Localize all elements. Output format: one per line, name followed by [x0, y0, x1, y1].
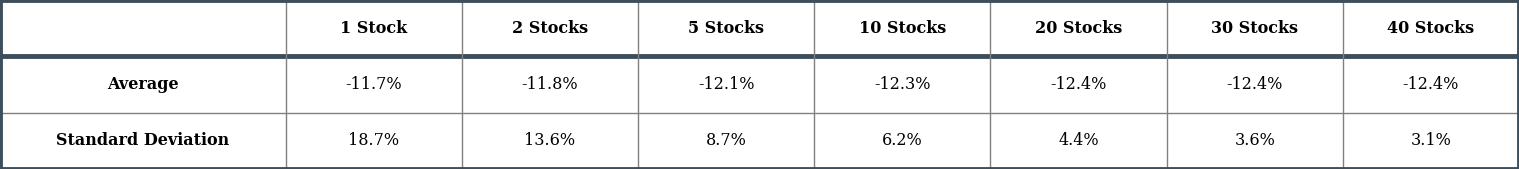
Text: 8.7%: 8.7%: [706, 132, 746, 149]
Text: -12.1%: -12.1%: [697, 76, 755, 93]
Text: 20 Stocks: 20 Stocks: [1034, 20, 1123, 37]
Text: -12.4%: -12.4%: [1402, 76, 1460, 93]
Text: -12.3%: -12.3%: [873, 76, 931, 93]
Text: 3.6%: 3.6%: [1235, 132, 1274, 149]
Text: 18.7%: 18.7%: [348, 132, 399, 149]
Text: 3.1%: 3.1%: [1411, 132, 1451, 149]
Text: 6.2%: 6.2%: [883, 132, 922, 149]
Text: 4.4%: 4.4%: [1059, 132, 1098, 149]
Text: -11.8%: -11.8%: [521, 76, 579, 93]
Text: 13.6%: 13.6%: [524, 132, 576, 149]
Text: -12.4%: -12.4%: [1050, 76, 1107, 93]
Text: 30 Stocks: 30 Stocks: [1211, 20, 1299, 37]
Text: 1 Stock: 1 Stock: [340, 20, 407, 37]
Text: Standard Deviation: Standard Deviation: [56, 132, 229, 149]
Text: 5 Stocks: 5 Stocks: [688, 20, 764, 37]
Text: 40 Stocks: 40 Stocks: [1387, 20, 1475, 37]
Text: Average: Average: [106, 76, 179, 93]
Text: -12.4%: -12.4%: [1226, 76, 1284, 93]
Text: 10 Stocks: 10 Stocks: [858, 20, 946, 37]
Text: 2 Stocks: 2 Stocks: [512, 20, 588, 37]
Text: -11.7%: -11.7%: [345, 76, 403, 93]
